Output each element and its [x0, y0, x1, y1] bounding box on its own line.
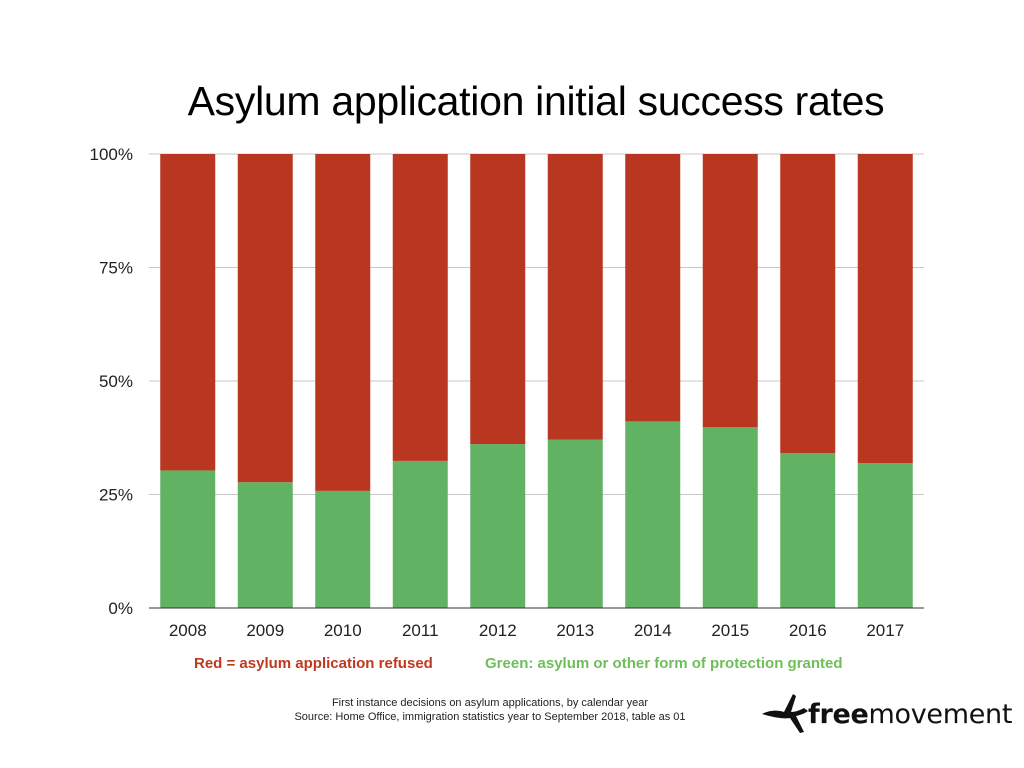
bar-refused-2013 — [547, 154, 603, 440]
bar-refused-2008 — [160, 154, 216, 471]
footnote: First instance decisions on asylum appli… — [230, 696, 750, 724]
x-tick-label: 2014 — [634, 621, 672, 640]
x-tick-label: 2009 — [246, 621, 284, 640]
y-tick-label: 0% — [108, 599, 133, 618]
logo-movement: movement — [868, 699, 1013, 730]
bar-granted-2008 — [160, 470, 216, 608]
bar-refused-2012 — [470, 154, 526, 445]
footnote-line-1: First instance decisions on asylum appli… — [331, 697, 649, 709]
bird-icon — [762, 694, 808, 733]
legend-refused: Red = asylum application refused — [194, 655, 433, 672]
bar-refused-2009 — [237, 154, 293, 483]
x-tick-label: 2012 — [479, 621, 517, 640]
bar-granted-2012 — [470, 444, 526, 608]
y-tick-label: 100% — [90, 145, 133, 164]
bar-granted-2010 — [315, 490, 371, 608]
bar-granted-2015 — [702, 427, 758, 608]
y-tick-label: 75% — [99, 259, 133, 278]
bar-chart: 0% 25% 50% 75% 100% 2008 2009 2010 2011 2012 2013 2… — [90, 145, 924, 640]
x-tick-label: 2016 — [789, 621, 827, 640]
x-tick-label: 2011 — [402, 621, 439, 640]
x-tick-label: 2015 — [711, 621, 749, 640]
x-tick-label: 2013 — [556, 621, 594, 640]
x-tick-label: 2017 — [866, 621, 904, 640]
x-tick-label: 2008 — [169, 621, 207, 640]
y-tick-label: 25% — [99, 486, 133, 505]
bar-refused-2014 — [625, 154, 681, 422]
bar-refused-2011 — [392, 154, 448, 461]
y-tick-label: 50% — [99, 372, 133, 391]
chart-title: Asylum application initial success rates — [187, 78, 885, 124]
freemovement-logo[interactable]: freemovement — [760, 690, 1012, 740]
bar-granted-2011 — [392, 460, 448, 608]
logo-wordmark: freemovement — [808, 699, 1012, 730]
footnote-source: Source: Home Office, immigration statist… — [294, 711, 686, 723]
bar-refused-2016 — [780, 154, 836, 454]
bar-refused-2010 — [315, 154, 371, 491]
bar-granted-2017 — [857, 463, 913, 608]
bar-granted-2014 — [625, 421, 681, 608]
bar-refused-2017 — [857, 154, 913, 464]
bar-granted-2016 — [780, 453, 836, 608]
bar-granted-2013 — [547, 439, 603, 608]
bar-refused-2015 — [702, 154, 758, 428]
logo-free: free — [808, 699, 869, 730]
bar-granted-2009 — [237, 482, 293, 608]
legend-granted: Green: asylum or other form of protectio… — [485, 655, 843, 672]
x-tick-label: 2010 — [324, 621, 362, 640]
